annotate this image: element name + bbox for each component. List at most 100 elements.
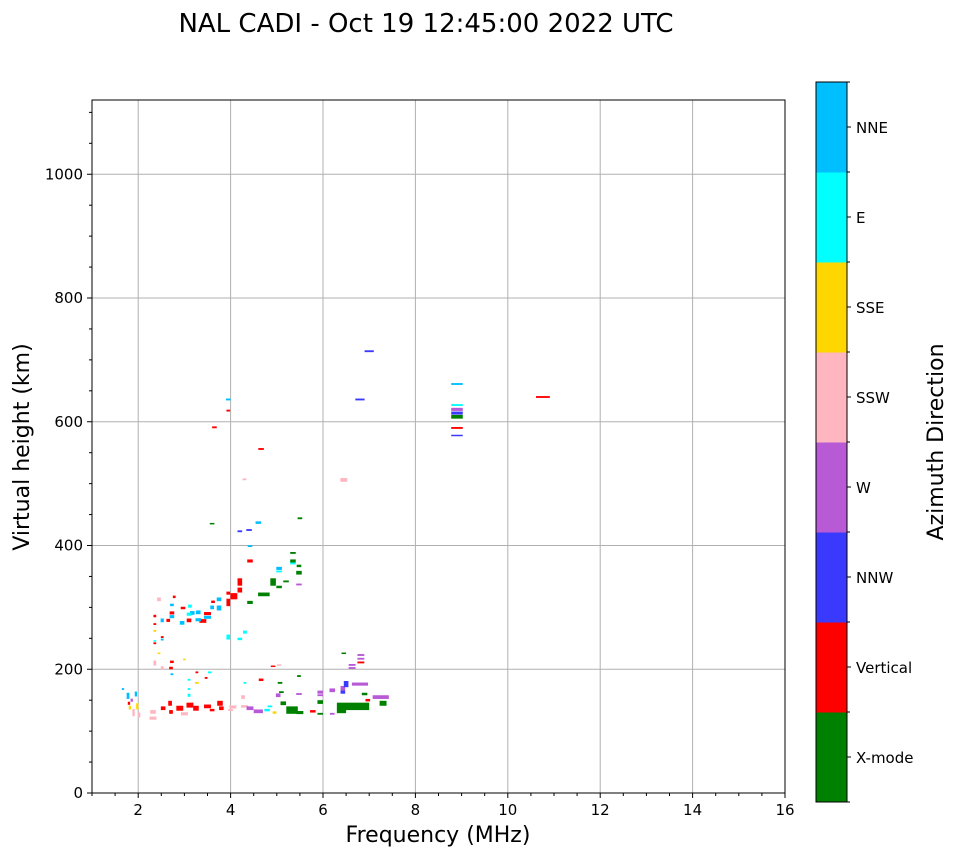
echo-point-x-mode: [283, 580, 289, 583]
echo-point-w: [130, 698, 133, 702]
colorbar-label-sse: SSE: [856, 299, 885, 317]
x-tick-label: 4: [226, 801, 236, 819]
echo-point-sse: [136, 703, 139, 710]
echo-point-vertical: [365, 698, 371, 702]
echo-point-ssw: [160, 666, 164, 670]
echo-point-ssw: [229, 705, 237, 709]
echo-point-w: [348, 667, 356, 669]
echo-point-nne: [210, 605, 214, 610]
echo-point-vertical: [226, 409, 231, 412]
echo-point-x-mode: [276, 585, 282, 589]
colorbar-label-ssw: SSW: [856, 389, 890, 407]
echo-point-ssw: [153, 660, 157, 666]
echo-point-x-mode: [209, 522, 215, 525]
echo-point-vertical: [204, 704, 211, 709]
x-tick-label: 12: [591, 801, 610, 819]
echo-point-e: [187, 678, 191, 681]
echo-point-nne: [451, 383, 463, 385]
echo-point-w: [246, 706, 254, 711]
echo-point-e: [451, 404, 463, 406]
echo-point-vertical: [195, 671, 199, 674]
echo-point-nne: [121, 688, 125, 690]
echo-point-sse: [195, 681, 199, 684]
echo-point-nne: [179, 620, 185, 625]
colorbar-label-nne: NNE: [856, 119, 888, 137]
y-axis-label: Virtual height (km): [10, 343, 35, 550]
echo-point-sse: [183, 658, 186, 661]
echo-point-vertical: [153, 642, 157, 645]
x-tick-label: 16: [775, 801, 794, 819]
echo-point-x-mode: [286, 706, 298, 714]
colorbar-segment-vertical: [816, 622, 847, 713]
echo-point-w: [296, 583, 302, 586]
echo-point-vertical: [217, 700, 223, 706]
x-tick-label: 14: [683, 801, 702, 819]
echo-point-e: [243, 681, 247, 684]
echo-point-vertical: [153, 614, 157, 618]
y-tick-label: 0: [73, 784, 83, 802]
echo-point-ssw: [149, 716, 157, 720]
echo-point-x-mode: [277, 681, 283, 684]
echo-point-x-mode: [296, 564, 302, 568]
echo-point-sse: [153, 629, 157, 632]
echo-point-nne: [225, 398, 231, 401]
echo-point-vertical: [226, 598, 231, 607]
echo-point-x-mode: [279, 691, 284, 694]
echo-point-nnw: [364, 350, 374, 353]
echo-point-vertical: [169, 710, 173, 714]
x-tick-label: 10: [498, 801, 517, 819]
echo-point-nnw: [340, 690, 346, 694]
echo-point-w: [451, 407, 463, 411]
echo-point-w: [253, 709, 263, 714]
colorbar-label: Azimuth Direction: [924, 343, 949, 540]
echo-point-vertical: [357, 661, 365, 664]
echo-point-nne: [126, 692, 130, 699]
echo-point-x-mode: [336, 702, 370, 711]
echo-point-vertical: [160, 706, 166, 711]
echo-point-x-mode: [290, 551, 296, 554]
echo-point-vertical: [258, 448, 264, 450]
echo-point-w: [348, 663, 356, 666]
echo-point-e: [153, 640, 157, 642]
echo-point-x-mode: [280, 701, 287, 706]
echo-point-sse: [157, 652, 161, 655]
echo-point-vertical: [535, 396, 550, 398]
x-tick-label: 6: [318, 801, 328, 819]
echo-point-nnw: [451, 434, 463, 437]
echo-point-e: [290, 562, 296, 565]
echo-point-vertical: [169, 611, 175, 615]
echo-point-vertical: [237, 587, 243, 593]
echo-point-x-mode: [297, 675, 301, 677]
echo-point-x-mode: [270, 578, 276, 586]
echo-point-vertical: [199, 619, 207, 623]
y-tick-label: 800: [54, 289, 83, 307]
chart-title: NAL CADI - Oct 19 12:45:00 2022 UTC: [178, 9, 673, 39]
echo-point-vertical: [176, 705, 184, 711]
echo-point-vertical: [219, 706, 224, 711]
colorbar-label-e: E: [856, 209, 865, 227]
echo-point-nnw: [451, 411, 463, 415]
echo-point-w: [317, 690, 323, 694]
colorbar: X-mode Vertical NNW W SSW SSE E NNE: [815, 81, 913, 803]
echo-point-nnw: [355, 398, 365, 401]
echo-point-vertical: [180, 606, 186, 610]
x-axis-label: Frequency (MHz): [346, 823, 531, 848]
echo-point-x-mode: [297, 517, 303, 520]
echo-point-x-mode: [296, 570, 302, 575]
echo-point-e: [187, 693, 191, 697]
echo-point-x-mode: [258, 592, 270, 597]
x-tick-label: 8: [411, 801, 421, 819]
colorbar-label-vertical: Vertical: [856, 659, 912, 677]
echo-point-vertical: [451, 427, 463, 429]
echo-point-nne: [134, 691, 138, 697]
echo-point-nnw: [237, 530, 243, 533]
echo-point-e: [243, 630, 247, 634]
colorbar-label-x-mode: X-mode: [856, 749, 913, 767]
echo-point-e: [186, 612, 192, 616]
colorbar-frame: [815, 81, 848, 803]
echo-point-x-mode: [341, 652, 347, 655]
echo-point-sse: [272, 711, 277, 714]
echo-point-vertical: [209, 708, 215, 712]
colorbar-label-nnw: NNW: [856, 569, 893, 587]
echo-point-ssw: [180, 712, 188, 716]
